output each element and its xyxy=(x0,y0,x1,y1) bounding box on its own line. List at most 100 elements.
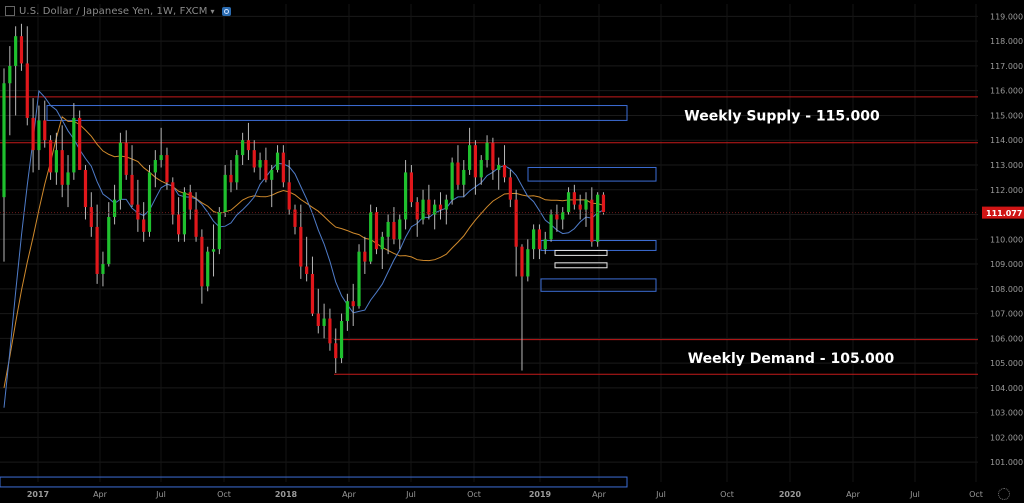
candle-body xyxy=(444,199,448,210)
candle-body xyxy=(258,160,262,168)
candle-body xyxy=(386,221,390,237)
moving-average-fast-line xyxy=(3,89,604,408)
candle-body xyxy=(275,152,280,170)
candle-body xyxy=(89,207,93,227)
time-tick-label: 2020 xyxy=(779,490,802,499)
candle-body xyxy=(299,226,303,267)
candle-body xyxy=(147,172,152,232)
small-box xyxy=(554,249,608,256)
candle-body xyxy=(229,174,233,183)
candle-body xyxy=(561,212,565,220)
price-tick-label: 102.000 xyxy=(990,433,1023,442)
candle-body xyxy=(462,169,466,185)
price-tick-label: 112.000 xyxy=(990,186,1023,195)
candle-body xyxy=(450,162,454,200)
candle-body xyxy=(188,192,192,210)
candle-body xyxy=(339,321,344,359)
chevron-down-icon[interactable]: ▾ xyxy=(210,6,215,16)
moving-average-slow-line xyxy=(3,115,604,388)
candle-body xyxy=(508,177,512,200)
zone-box xyxy=(0,476,628,488)
candle-body xyxy=(142,219,146,232)
candle-body xyxy=(19,36,24,64)
candle-body xyxy=(310,273,315,314)
candle-body xyxy=(165,155,169,183)
chart-grid xyxy=(0,4,978,482)
last-price-label: 111.077 xyxy=(986,209,1022,218)
candle-body xyxy=(380,236,384,250)
candle-body xyxy=(485,142,489,161)
symbol-title[interactable]: U.S. Dollar / Japanese Yen, 1W, FXCM xyxy=(19,5,208,17)
candle-body xyxy=(281,152,285,183)
candle-body xyxy=(555,214,559,220)
candle-body xyxy=(264,160,268,180)
candle-body xyxy=(95,226,99,274)
price-tick-label: 115.000 xyxy=(990,111,1023,120)
candle-body xyxy=(328,318,332,344)
candle-body xyxy=(159,155,163,161)
candle-body xyxy=(409,172,413,203)
candle-body xyxy=(252,150,256,168)
price-tick-label: 119.000 xyxy=(990,12,1023,21)
candle-body xyxy=(322,318,326,326)
candle-body xyxy=(584,199,588,210)
candle-body xyxy=(351,301,355,307)
candle-body xyxy=(25,63,29,118)
candle-body xyxy=(101,264,105,274)
price-tick-label: 118.000 xyxy=(990,37,1023,46)
candle-body xyxy=(520,246,524,277)
candle-body xyxy=(334,343,338,359)
candle-body xyxy=(293,209,297,227)
candle-body xyxy=(403,172,408,220)
level-lines xyxy=(0,96,978,375)
price-tick-label: 104.000 xyxy=(990,384,1023,393)
price-axis: 119.000 118.000 117.000 116.000 115.000 114.0… xyxy=(0,12,1024,467)
price-tick-label: 116.000 xyxy=(990,87,1023,96)
candle-body xyxy=(153,160,157,173)
candle-body xyxy=(107,216,111,265)
time-tick-label: Apr xyxy=(846,490,861,499)
candle-body xyxy=(2,83,6,198)
candle-body xyxy=(54,150,58,173)
eye-icon[interactable] xyxy=(222,6,232,16)
candle-body xyxy=(427,199,431,215)
candle-body xyxy=(479,160,483,178)
settings-gear-icon[interactable] xyxy=(998,488,1010,500)
candle-body xyxy=(130,174,134,205)
price-tick-label: 106.000 xyxy=(990,334,1023,343)
candlesticks xyxy=(2,23,606,374)
candle-body xyxy=(433,204,437,215)
candle-body xyxy=(566,192,571,213)
time-tick-label: Oct xyxy=(720,490,734,499)
candle-body xyxy=(572,192,576,205)
chart-header: U.S. Dollar / Japanese Yen, 1W, FXCM ▾ xyxy=(0,0,980,22)
candle-body xyxy=(217,212,221,250)
candle-body xyxy=(200,236,204,287)
candle-body xyxy=(287,182,291,210)
candle-body xyxy=(369,212,373,262)
time-tick-label: Oct xyxy=(217,490,231,499)
annotation-label: Weekly Supply - 115.000 xyxy=(684,108,880,124)
candle-body xyxy=(497,164,501,170)
price-tick-label: 117.000 xyxy=(990,62,1023,71)
candle-body xyxy=(177,214,181,235)
candle-body xyxy=(194,209,198,237)
candle-body xyxy=(415,202,419,220)
candle-body xyxy=(468,145,472,170)
symbol-square-icon[interactable] xyxy=(5,6,15,16)
price-tick-label: 105.000 xyxy=(990,359,1023,368)
candle-body xyxy=(60,150,64,185)
price-tick-label: 113.000 xyxy=(990,161,1023,170)
candle-body xyxy=(363,251,367,262)
zone-box xyxy=(46,105,628,121)
time-tick-label: Apr xyxy=(592,490,607,499)
candle-body xyxy=(171,182,175,215)
candle-body xyxy=(118,142,122,200)
price-tick-label: 101.000 xyxy=(990,458,1023,467)
zone-boxes xyxy=(0,105,657,488)
price-tick-label: 107.000 xyxy=(990,310,1023,319)
candle-body xyxy=(124,142,128,175)
zone-box xyxy=(527,166,657,182)
time-tick-label: Jul xyxy=(655,490,666,499)
